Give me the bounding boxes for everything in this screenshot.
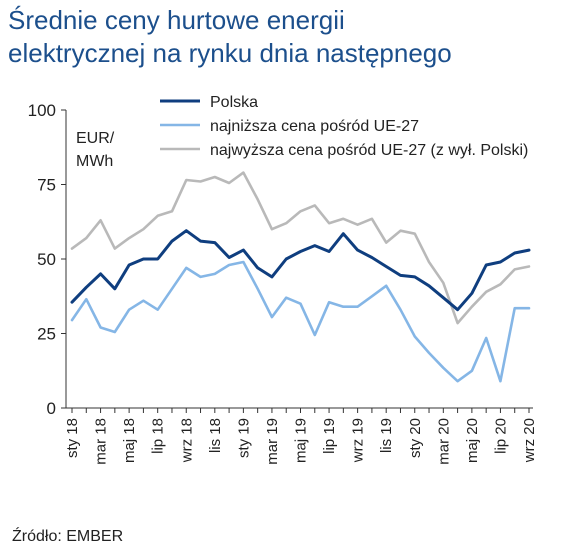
x-tick-label: maj 18 [121,418,138,463]
x-tick-label: maj 19 [293,418,310,463]
legend-label-0: Polska [210,94,258,111]
series-line-0 [70,229,531,312]
y-tick-label: 50 [37,250,56,269]
y-tick-label: 100 [28,101,56,120]
x-tick-label: mar 18 [93,418,110,465]
y-tick-label: 75 [37,176,56,195]
x-tick-label: maj 20 [464,418,481,463]
y-tick-label: 0 [47,399,56,418]
title-line-2: elektrycznej na rynku dnia następnego [8,38,452,68]
line-chart: 0 25 50 75 100 sty 18 mar 18 maj 18 lip 18 wrz 18… [28,94,538,465]
x-tick-label: sty 18 [64,418,81,458]
x-tick-label: lis 18 [207,418,224,453]
x-tick-label: sty 19 [235,418,252,458]
series-line-2 [70,171,531,325]
legend-label-1: najniższa cena pośród UE-27 [210,118,419,135]
x-tick-label: mar 19 [264,418,281,465]
source-note: Źródło: EMBER [12,528,124,545]
title-line-1: Średnie ceny hurtowe energii [8,5,345,35]
x-tick-label: sty 20 [407,418,424,458]
x-tick-label: wrz 18 [178,418,195,463]
y-tick-label: 25 [37,325,56,344]
x-tick-label: lip 20 [492,418,509,454]
chart-legend: Polska najniższa cena pośród UE-27 najwyżs… [160,94,528,159]
series-line-1 [70,260,531,383]
y-unit-label: EUR/ [76,130,115,147]
x-tick-label: lip 19 [321,418,338,454]
x-tick-label: lis 19 [378,418,395,453]
x-tick-label: lip 18 [150,418,167,454]
x-tick-label: wrz 20 [521,418,538,463]
chart-title: Średnie ceny hurtowe energii elektryczne… [8,4,578,70]
x-tick-label: wrz 19 [350,418,367,463]
legend-label-2: najwyższa cena pośród UE-27 (z wył. Pols… [210,142,528,159]
chart-series-lines [70,171,531,383]
chart-axes: 0 25 50 75 100 sty 18 mar 18 maj 18 lip 18 wrz 18… [28,101,538,465]
y-unit-label-2: MWh [76,153,113,170]
x-tick-label: mar 20 [435,418,452,465]
